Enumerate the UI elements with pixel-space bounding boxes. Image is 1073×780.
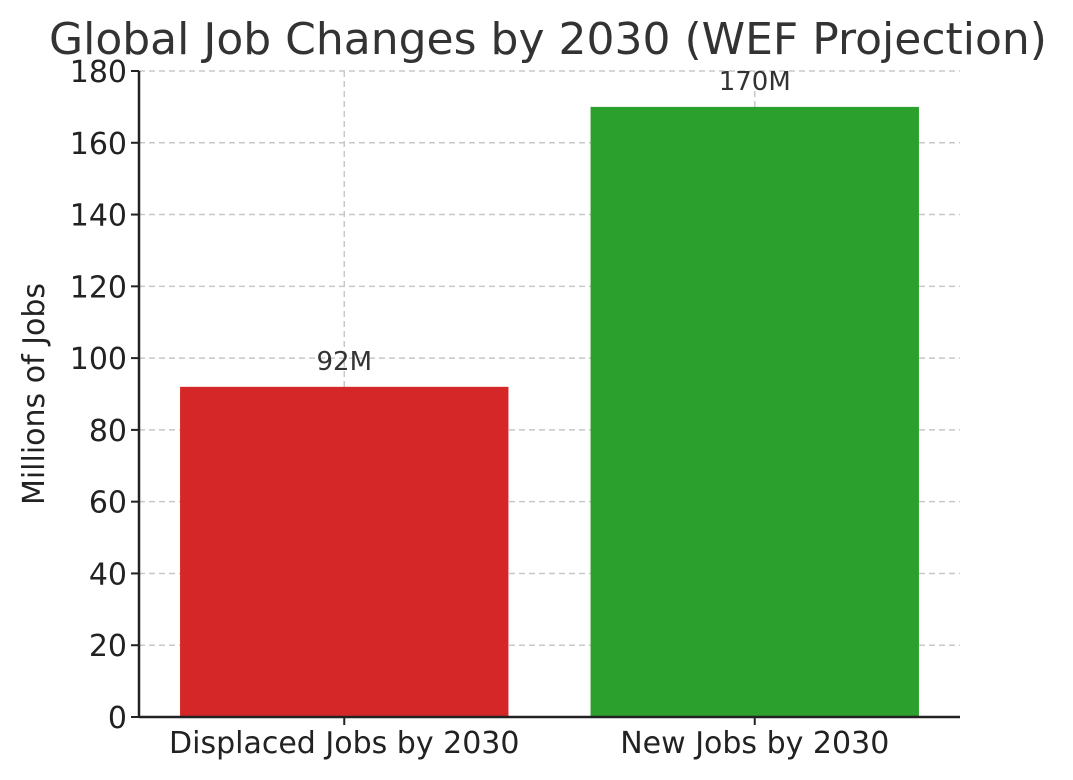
y-tick-label: 140 [70,199,127,234]
y-tick-label: 180 [70,55,127,90]
y-tick-label: 160 [70,127,127,162]
axes [131,70,960,725]
y-tick-label: 40 [89,557,127,592]
x-tick-label: New Jobs by 2030 [620,726,889,761]
bar [180,386,509,717]
x-tick-label: Displaced Jobs by 2030 [169,726,519,761]
y-tick-label: 0 [108,701,127,736]
bars [180,106,919,717]
y-tick-label: 20 [89,629,127,664]
bar-data-label: 92M [316,347,372,377]
y-tick-label: 120 [70,270,127,305]
y-tick-label: 60 [89,486,127,521]
tick-labels: 0 20 40 60 80 100 120 140 160 180 Displaced Jobs b… [70,55,890,761]
bar-data-label: 170M [719,67,791,97]
y-axis-label: Millions of Jobs [17,283,52,505]
bar [590,106,919,717]
chart-title: Global Job Changes by 2030 (WEF Projecti… [49,14,1047,65]
y-tick-label: 80 [89,414,127,449]
y-tick-label: 100 [70,342,127,377]
